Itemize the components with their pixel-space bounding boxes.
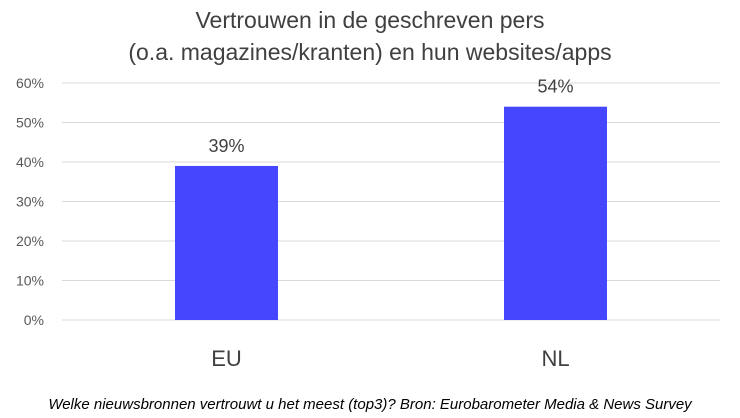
bars: [175, 106, 607, 320]
bar-nl: [504, 106, 607, 320]
x-category-label: NL: [541, 346, 569, 371]
x-category-label: EU: [211, 346, 242, 371]
y-tick-label: 10%: [16, 273, 44, 289]
y-tick-label: 40%: [16, 154, 44, 170]
gridlines: [62, 82, 720, 321]
x-axis-categories: EU NL: [211, 346, 569, 371]
data-label-nl: 54%: [537, 77, 573, 97]
bar-eu: [175, 165, 278, 320]
y-tick-label: 60%: [16, 75, 44, 91]
y-tick-label: 50%: [16, 115, 44, 131]
y-axis-ticks: 0% 10% 20% 30% 40% 50% 60%: [16, 75, 44, 328]
source-footnote: Welke nieuwsbronnen vertrouwt u het mees…: [48, 396, 692, 413]
data-labels: 39% 54%: [208, 77, 573, 156]
chart-title-line-1: Vertrouwen in de geschreven pers: [195, 7, 545, 33]
y-tick-label: 20%: [16, 233, 44, 249]
y-tick-label: 30%: [16, 194, 44, 210]
chart-title-line-2: (o.a. magazines/kranten) en hun websites…: [128, 39, 612, 65]
y-tick-label: 0%: [24, 312, 44, 328]
data-label-eu: 39%: [208, 136, 244, 156]
